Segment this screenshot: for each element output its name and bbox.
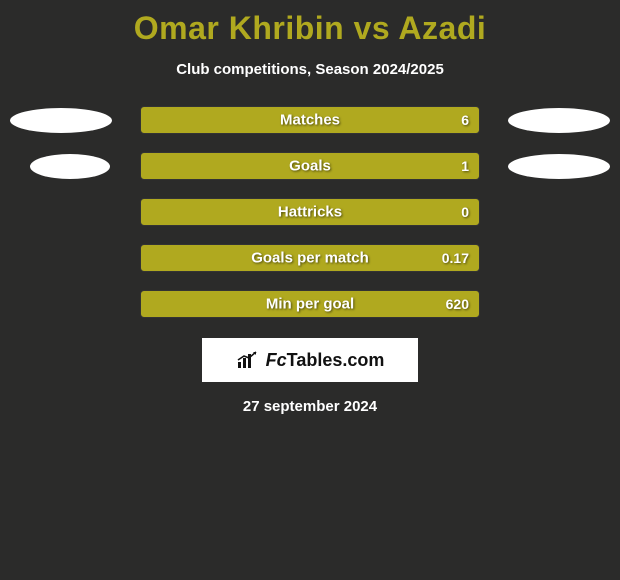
stat-bar: Min per goal 620 xyxy=(140,290,480,318)
stat-label: Matches xyxy=(280,112,340,129)
stat-row: Goals 1 xyxy=(0,152,620,180)
brand-logo-text: FcTables.com xyxy=(266,350,385,371)
stat-value: 0.17 xyxy=(442,250,469,266)
stat-row: Goals per match 0.17 xyxy=(0,244,620,272)
report-date: 27 september 2024 xyxy=(0,398,620,415)
stat-row: Matches 6 xyxy=(0,106,620,134)
brand-logo: FcTables.com xyxy=(202,338,418,382)
page-title: Omar Khribin vs Azadi xyxy=(0,0,620,47)
player-right-oval xyxy=(508,108,610,133)
player-left-oval xyxy=(30,154,110,179)
stat-label: Goals xyxy=(289,158,331,175)
stat-row: Hattricks 0 xyxy=(0,198,620,226)
page-subtitle: Club competitions, Season 2024/2025 xyxy=(0,61,620,78)
stat-row: Min per goal 620 xyxy=(0,290,620,318)
stat-value: 6 xyxy=(461,112,469,128)
stat-value: 0 xyxy=(461,204,469,220)
stat-bar: Hattricks 0 xyxy=(140,198,480,226)
stat-value: 620 xyxy=(446,296,469,312)
chart-icon xyxy=(236,350,260,370)
stat-rows: Matches 6 Goals 1 Hattricks 0 Goals per … xyxy=(0,106,620,318)
stat-bar: Goals per match 0.17 xyxy=(140,244,480,272)
stat-bar: Goals 1 xyxy=(140,152,480,180)
player-left-oval xyxy=(10,108,112,133)
stat-label: Hattricks xyxy=(278,204,342,221)
stat-label: Min per goal xyxy=(266,296,354,313)
stat-bar: Matches 6 xyxy=(140,106,480,134)
player-right-oval xyxy=(508,154,610,179)
stat-value: 1 xyxy=(461,158,469,174)
stat-label: Goals per match xyxy=(251,250,369,267)
